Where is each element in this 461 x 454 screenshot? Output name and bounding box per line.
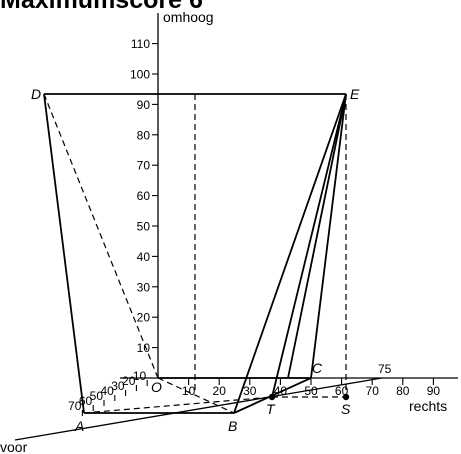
front-tick-label: 70 [68,399,82,413]
line-E-T [271,93,347,398]
right-tick-label: 70 [366,384,380,398]
vertical-tick-label: 100 [130,68,150,82]
dashed-line-A-T [83,396,273,414]
right-axis-label: rechts [409,398,447,414]
vertical-tick-label: 70 [137,159,151,173]
point-label-A: A [74,418,84,434]
right-tick-label: 10 [182,384,196,398]
point-T-dot [268,393,276,401]
vertical-axis-label: omhoog [163,9,214,25]
vertical-tick-label: 60 [137,189,151,203]
vertical-tick-label: 20 [137,311,151,325]
vertical-ticks: 10 20 30 40 50 60 70 80 90 100 110 [130,37,158,355]
right-tick-label: 80 [396,384,410,398]
front-tick-label: 20 [122,374,136,388]
front-tick-label: 40 [100,384,114,398]
dashed-line-D-O [43,93,159,379]
line-E-mid [287,93,347,379]
point-label-T: T [266,401,276,417]
line-D-A [43,93,85,414]
vertical-tick-label: 110 [131,37,150,51]
vertical-tick-label: 50 [137,220,151,234]
front-axis-label: voor [0,439,28,454]
right-tick-label: 30 [243,384,257,398]
point-label-E: E [350,86,360,102]
extra-tick-label: 75 [378,362,392,376]
point-label-S: S [341,401,351,417]
page-title: Maximumscore 6 [0,0,203,14]
vertical-tick-label: 40 [137,250,151,264]
right-tick-label: 50 [304,384,318,398]
line-E-B [233,93,347,414]
point-label-O: O [151,379,162,395]
front-tick-label: 30 [111,379,125,393]
vertical-tick-label: 30 [137,280,151,294]
front-tick-label: 50 [90,389,104,403]
front-tick-label: 10 [133,369,147,383]
right-tick-label: 90 [427,384,441,398]
right-tick-label: 20 [213,384,227,398]
point-label-C: C [312,360,323,376]
dashed-line-O-B [157,377,235,414]
vertical-tick-label: 10 [137,341,151,355]
line-E-C [310,93,347,379]
vertical-tick-label: 80 [137,128,151,142]
point-S-dot [342,393,350,401]
front-axis [14,377,383,441]
right-ticks: 10 20 30 40 50 60 70 80 90 [182,378,440,398]
point-label-D: D [31,86,41,102]
vertical-tick-label: 90 [137,98,151,112]
point-label-B: B [228,418,237,434]
